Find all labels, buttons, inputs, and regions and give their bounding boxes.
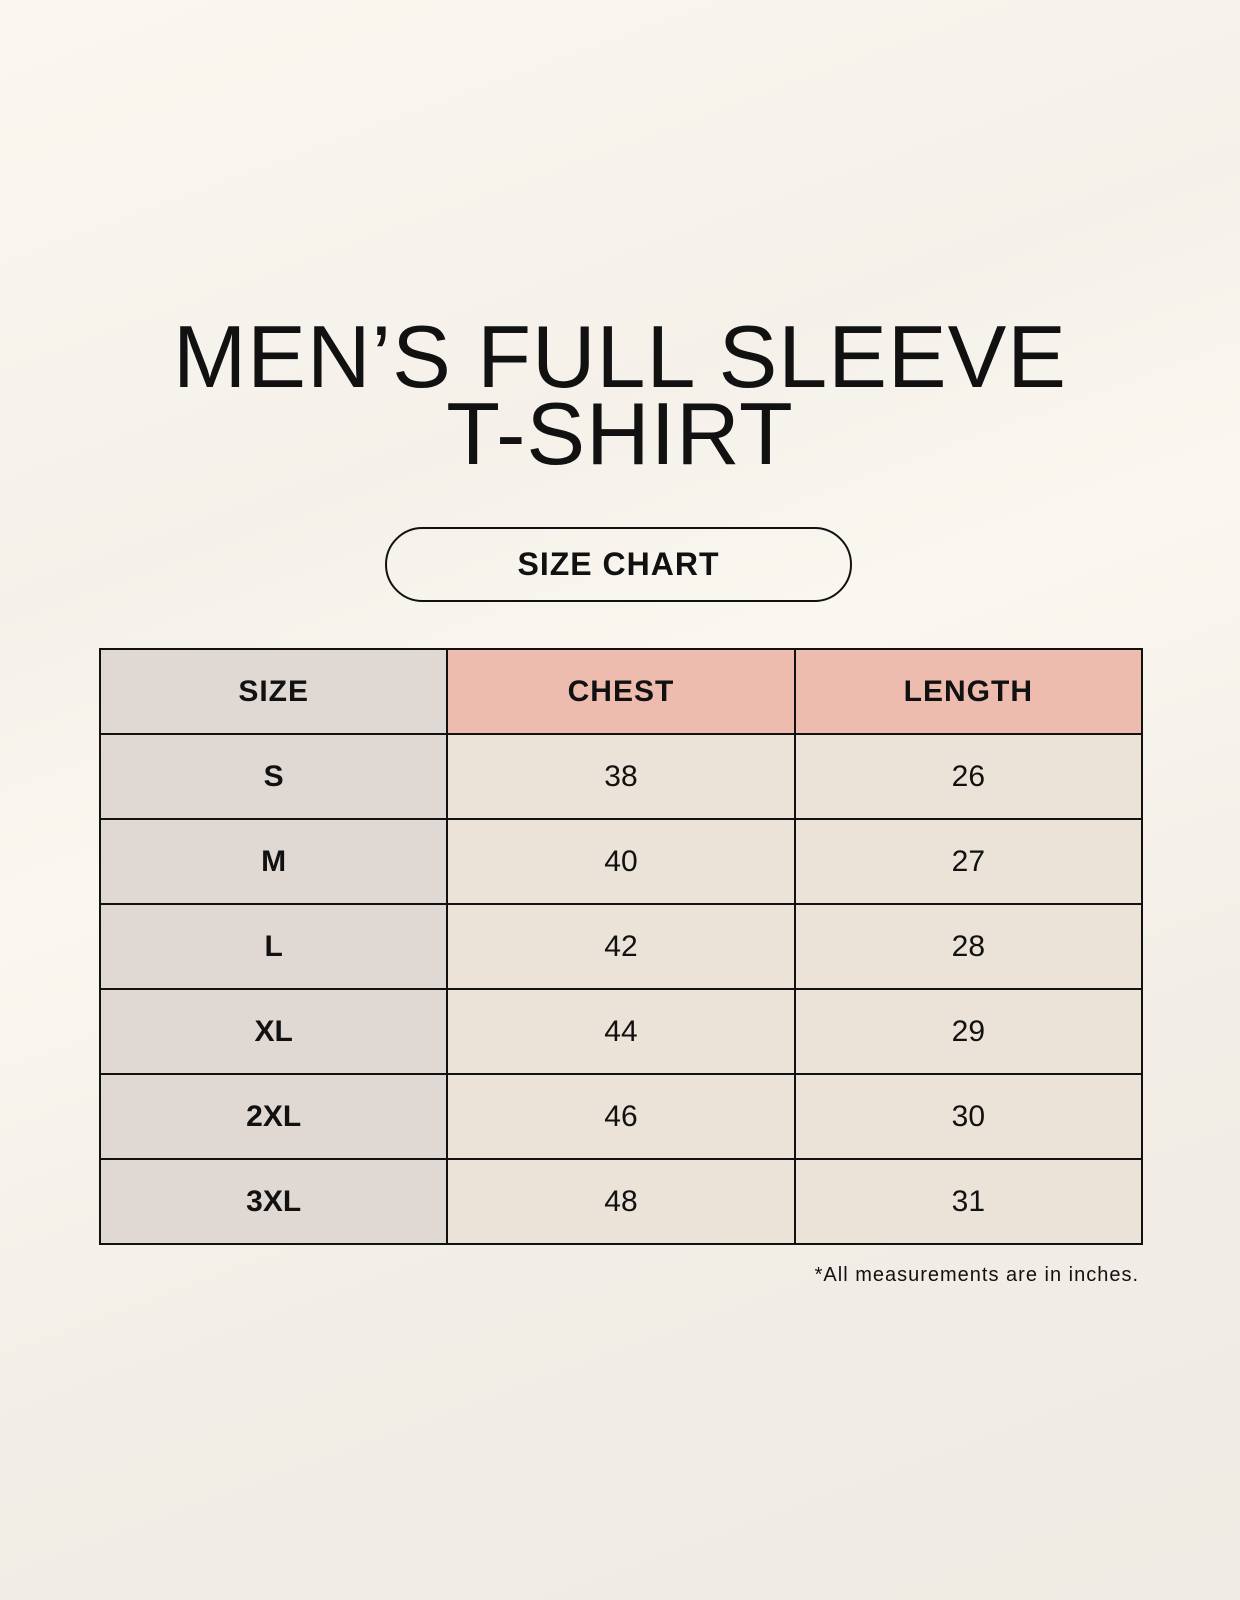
table-row: S 38 26 — [98, 733, 1144, 820]
size-chart-label: SIZE CHART — [385, 527, 852, 602]
cell-length: 30 — [793, 1073, 1144, 1160]
size-chart-table: SIZE CHEST LENGTH S 38 26 M 40 27 L 42 28 XL 44 29 2… — [98, 648, 1144, 1245]
table-row: XL 44 29 — [98, 988, 1144, 1075]
cell-chest: 44 — [446, 988, 796, 1075]
cell-chest: 46 — [446, 1073, 796, 1160]
title-line-2: T-SHIRT — [446, 384, 794, 483]
cell-chest: 42 — [446, 903, 796, 990]
cell-length: 29 — [793, 988, 1144, 1075]
page-title: MEN’S FULL SLEEVE T-SHIRT — [0, 307, 1240, 483]
table-row: 3XL 48 31 — [98, 1158, 1144, 1245]
cell-size: S — [98, 733, 449, 820]
cell-length: 31 — [793, 1158, 1144, 1245]
header-length: LENGTH — [793, 648, 1144, 735]
cell-chest: 38 — [446, 733, 796, 820]
cell-size: M — [98, 818, 449, 905]
table-header-row: SIZE CHEST LENGTH — [98, 648, 1144, 735]
header-size: SIZE — [98, 648, 449, 735]
cell-size: 3XL — [98, 1158, 449, 1245]
cell-length: 28 — [793, 903, 1144, 990]
cell-length: 26 — [793, 733, 1144, 820]
table-row: 2XL 46 30 — [98, 1073, 1144, 1160]
measurement-note: *All measurements are in inches. — [814, 1264, 1139, 1286]
cell-chest: 48 — [446, 1158, 796, 1245]
title-line-1: MEN’S FULL SLEEVE — [172, 307, 1068, 406]
cell-length: 27 — [793, 818, 1144, 905]
cell-chest: 40 — [446, 818, 796, 905]
cell-size: L — [98, 903, 449, 990]
table-row: L 42 28 — [98, 903, 1144, 990]
header-chest: CHEST — [446, 648, 796, 735]
cell-size: 2XL — [98, 1073, 449, 1160]
cell-size: XL — [98, 988, 449, 1075]
table-row: M 40 27 — [98, 818, 1144, 905]
